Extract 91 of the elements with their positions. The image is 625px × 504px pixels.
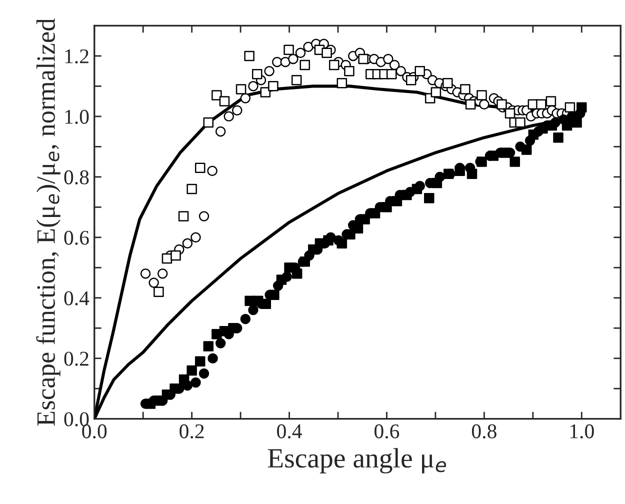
x-tick-label: 1.0 <box>570 424 594 438</box>
point <box>268 81 278 92</box>
point <box>248 304 258 316</box>
point <box>344 66 354 76</box>
point <box>576 102 587 112</box>
point <box>186 184 197 194</box>
point <box>145 398 156 409</box>
point <box>170 250 181 261</box>
point <box>276 274 287 285</box>
point <box>154 286 164 297</box>
point <box>488 150 499 161</box>
point <box>358 54 368 64</box>
point <box>546 96 556 106</box>
point <box>386 68 397 80</box>
point <box>284 262 294 273</box>
point <box>382 202 392 212</box>
point <box>432 178 442 188</box>
point <box>162 390 172 400</box>
x-axis-title: Escape angle μ$_{e}$ <box>268 448 446 474</box>
point <box>553 132 564 143</box>
y-tick-label: 1.0 <box>65 110 89 124</box>
point <box>500 148 510 158</box>
point <box>336 238 348 249</box>
point <box>284 44 294 56</box>
point <box>190 377 201 388</box>
point <box>208 353 218 364</box>
point <box>336 78 348 88</box>
point <box>194 356 206 366</box>
point <box>300 60 310 70</box>
point <box>219 96 230 106</box>
point <box>528 129 539 140</box>
x-tick-label: 0.0 <box>82 424 107 438</box>
point <box>328 60 340 70</box>
point <box>424 192 434 204</box>
point <box>562 120 572 131</box>
x-tick-label: 0.8 <box>472 424 496 438</box>
point <box>510 156 520 167</box>
y-tick-label: 0.6 <box>64 230 89 245</box>
point <box>504 108 516 119</box>
point <box>215 338 226 348</box>
point <box>572 117 582 128</box>
point <box>244 50 254 62</box>
point <box>476 90 487 100</box>
point <box>292 268 302 279</box>
point <box>194 162 206 173</box>
point <box>228 322 238 334</box>
point <box>345 229 356 240</box>
x-tick-label: 0.4 <box>277 424 302 438</box>
y-axis-title: Escape function, E(μ$_{e}$)/μ$_{e}$, normalized <box>36 18 60 426</box>
point <box>154 396 164 406</box>
point <box>203 341 214 352</box>
point <box>260 87 271 98</box>
point <box>186 365 197 376</box>
y-tick-label: 0.2 <box>64 352 88 366</box>
point <box>465 99 476 110</box>
y-tick-label: 0.4 <box>64 291 90 306</box>
point <box>236 84 246 94</box>
point <box>414 66 425 76</box>
point <box>430 87 442 98</box>
point <box>370 208 380 218</box>
y-tick-label: 1.2 <box>65 49 88 64</box>
point <box>406 75 416 86</box>
point <box>564 102 576 112</box>
point <box>178 374 190 385</box>
point <box>466 168 478 180</box>
point <box>412 184 422 194</box>
point <box>252 68 262 80</box>
point <box>178 211 189 222</box>
point <box>546 120 558 131</box>
point <box>442 78 453 88</box>
point <box>454 166 465 176</box>
x-tick-label: 0.2 <box>180 424 204 438</box>
point <box>515 117 526 128</box>
point <box>496 99 507 110</box>
point <box>269 290 280 300</box>
point <box>360 214 370 224</box>
point <box>322 48 332 58</box>
point <box>170 383 180 394</box>
point <box>203 117 214 128</box>
point <box>198 368 210 379</box>
point <box>521 144 532 155</box>
point <box>260 298 272 310</box>
point <box>240 314 251 324</box>
point <box>402 190 412 200</box>
point <box>460 84 470 94</box>
y-tick-label: 0.0 <box>64 412 89 426</box>
point <box>392 196 402 206</box>
x-tick-label: 0.6 <box>374 424 400 438</box>
y-tick-label: 0.8 <box>64 170 89 184</box>
point <box>291 75 302 86</box>
point <box>219 326 230 336</box>
